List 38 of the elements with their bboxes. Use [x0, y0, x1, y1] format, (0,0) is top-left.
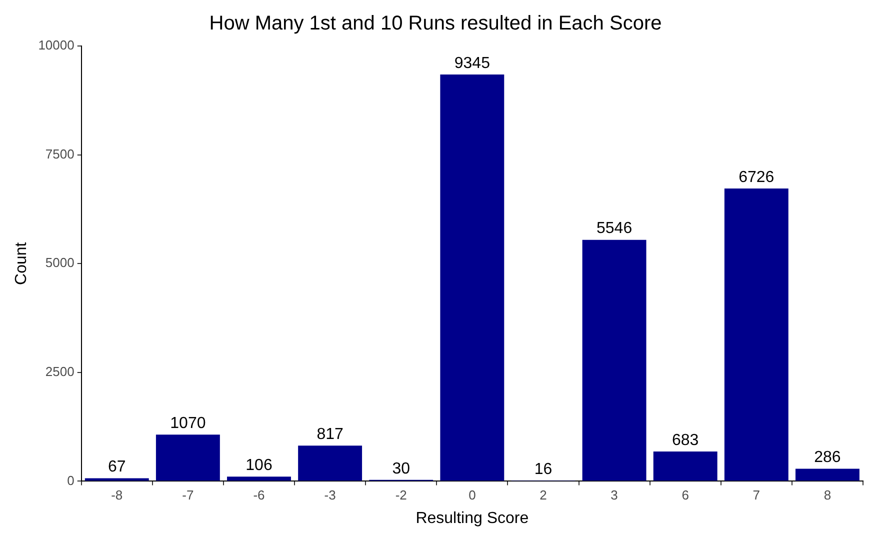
y-tick-label: 2500 [45, 364, 74, 379]
data-label: 5546 [596, 220, 632, 238]
y-axis-title: Count [13, 242, 30, 285]
data-label: 286 [814, 449, 841, 466]
x-tick-label: 7 [752, 488, 760, 503]
bar [298, 446, 362, 481]
bar [227, 476, 291, 481]
y-tick-label: 7500 [45, 146, 74, 162]
x-tick-label: 0 [468, 488, 476, 503]
bar [582, 240, 646, 481]
x-tick-label: 6 [682, 488, 689, 503]
data-label: 683 [672, 432, 699, 449]
data-label: 106 [246, 456, 272, 474]
x-tick-label: -2 [395, 488, 407, 503]
x-tick-label: -6 [253, 488, 265, 503]
x-tick-label: 2 [540, 488, 547, 503]
data-label: 6726 [738, 168, 774, 186]
data-label: 1070 [170, 415, 206, 432]
y-tick-label: 10000 [38, 38, 74, 53]
x-tick-label: -3 [324, 488, 336, 503]
data-label: 817 [316, 426, 344, 444]
x-tick-label: 8 [824, 488, 832, 503]
bar [156, 434, 220, 481]
data-label: 30 [392, 460, 410, 478]
chart-title: How Many 1st and 10 Runs resulted in Each Score [209, 12, 662, 35]
y-tick-label: 0 [67, 472, 74, 488]
y-tick-label: 5000 [45, 255, 74, 270]
x-axis-title: Resulting Score [416, 510, 529, 527]
data-label: 67 [108, 458, 126, 476]
x-tick-label: -7 [182, 488, 194, 503]
x-tick-label: -8 [111, 488, 123, 503]
x-tick-label: 3 [610, 488, 618, 503]
bar [724, 188, 788, 481]
bar [795, 468, 860, 481]
data-label: 9345 [454, 54, 490, 72]
bar [653, 451, 718, 481]
bar [440, 74, 504, 481]
data-label: 16 [534, 460, 552, 478]
